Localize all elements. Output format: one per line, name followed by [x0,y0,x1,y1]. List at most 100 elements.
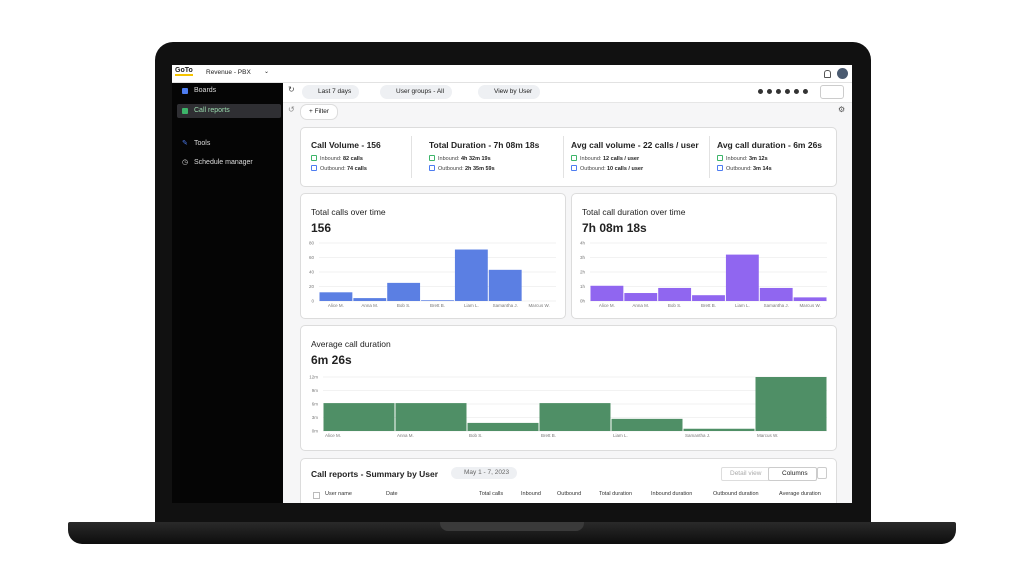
x-tick-label: Marcus W. [799,303,820,308]
call-icon [571,165,577,171]
x-tick-label: Marcus W. [528,303,549,308]
bar [755,377,827,431]
column-header: Inbound duration [651,491,693,497]
sidebar-item[interactable]: Tools [194,140,211,147]
x-tick-label: Marcus W. [757,433,778,438]
bar [488,269,522,301]
x-tick-label: Alice M. [599,303,615,308]
bar [395,403,467,431]
filter-button[interactable]: + Filter [300,104,339,120]
bar [421,300,454,301]
y-tick-label: 80 [309,241,315,246]
bar [387,282,421,301]
table-title: Call reports - Summary by User [311,469,439,479]
x-tick-label: Brett B. [701,303,716,308]
y-tick-label: 1h [580,284,586,289]
download-button[interactable] [820,85,844,99]
sidebar [172,83,283,503]
y-tick-label: 0m [312,429,319,434]
chart: Total calls over time 156 0 20 40 60 80 Alice M… [309,207,556,308]
chart: Total call duration over time 7h 08m 18s 0… [580,207,827,308]
columns-button[interactable]: Columns [768,467,817,481]
bar [353,298,387,301]
sidebar-item[interactable]: Schedule manager [194,159,253,166]
y-tick-label: 2h [580,270,586,275]
x-tick-label: Anna M. [361,303,378,308]
x-tick-label: Bob S. [397,303,411,308]
bar [658,287,692,301]
stat-value: 10 calls / user [607,166,644,172]
column-header: Outbound [557,491,582,497]
bar [624,293,658,301]
divider [709,136,710,178]
select-all-checkbox[interactable] [313,492,320,499]
top-bar [172,65,852,83]
settings-icon[interactable]: ⚙ [838,105,846,114]
workspace-switcher[interactable]: Revenue - PBX [206,69,251,76]
sidebar-item[interactable]: Boards [194,87,217,94]
laptop-notch [440,522,584,531]
x-tick-label: Liam L. [735,303,750,308]
stat-title: Call Volume - 156 [311,140,381,150]
y-tick-label: 12m [309,375,318,380]
column-header: Average duration [779,491,821,497]
detail-view-button[interactable]: Detail view [721,467,771,481]
stat-label: Outbound: [726,166,752,172]
bar [759,287,793,301]
chart-card: Total calls over time 156 0 20 40 60 80 Alice M… [300,193,566,319]
column-header: Inbound [521,491,541,497]
x-tick-label: Bob S. [469,433,483,438]
x-tick-label: Brett B. [541,433,556,438]
date-range-button[interactable]: Last 7 days [302,85,360,99]
x-tick-label: Samantha J. [764,303,789,308]
y-tick-label: 4h [580,241,586,246]
clock-icon: ◷ [182,159,189,166]
stat-label: Outbound: [320,166,346,172]
bar [683,428,755,431]
boards-icon [182,88,188,94]
more-button[interactable] [817,467,827,479]
toolbar-icons[interactable] [758,89,808,100]
x-tick-label: Brett B. [430,303,445,308]
undo-icon[interactable]: ↺ [288,105,295,114]
avatar[interactable] [837,68,848,79]
stat-value: 4h 32m 19s [461,156,491,162]
x-tick-label: Samantha J. [685,433,710,438]
stat-value: 82 calls [343,156,363,162]
stat-label: Outbound: [580,166,606,172]
x-tick-label: Liam L. [464,303,479,308]
x-tick-label: Alice M. [325,433,341,438]
chart-title: Average call duration [311,339,391,349]
call-icon [311,155,317,161]
y-tick-label: 3m [312,415,319,420]
y-tick-label: 0h [580,299,586,304]
bar [725,254,759,301]
bar [319,292,353,301]
chart-subtitle: 7h 08m 18s [582,221,647,235]
x-tick-label: Alice M. [328,303,344,308]
bar [467,422,539,431]
column-header: User name [325,491,352,497]
bar [692,295,725,301]
bell-icon[interactable] [824,70,831,78]
call-icon [717,155,723,161]
refresh-icon[interactable]: ↻ [288,85,295,94]
y-tick-label: 0 [311,299,314,304]
stat-value: 2h 35m 59s [465,166,495,172]
x-tick-label: Bob S. [668,303,682,308]
stat-title: Total Duration - 7h 08m 18s [429,140,540,150]
sidebar-item[interactable]: Call reports [194,107,230,114]
y-tick-label: 40 [309,270,315,275]
x-tick-label: Anna M. [397,433,414,438]
bar [793,297,827,301]
x-tick-label: Samantha J. [493,303,518,308]
user-groups-button[interactable]: User groups - All [380,85,453,99]
stat-label: Inbound: [726,156,748,162]
chart-subtitle: 156 [311,221,331,235]
chart: Average call duration 6m 26s 0m 3m 6m 9m 12m Al… [309,339,827,438]
laptop-base [68,522,956,544]
call-icon [717,165,723,171]
view-button[interactable]: View by User [478,85,541,99]
call-icon [571,155,577,161]
